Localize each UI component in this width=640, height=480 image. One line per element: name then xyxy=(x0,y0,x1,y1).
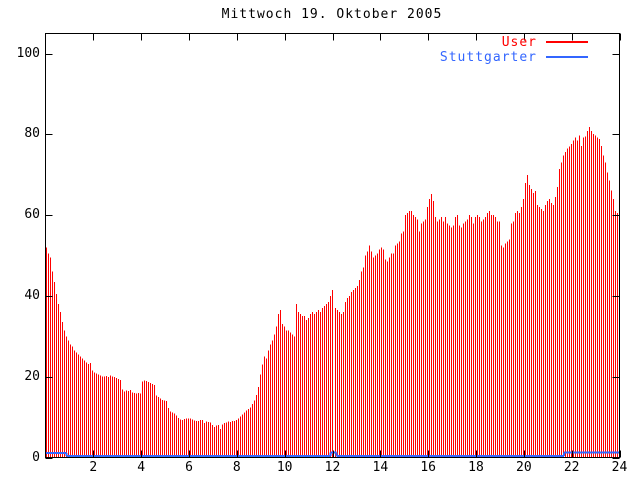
x-tick-label: 2 xyxy=(89,460,98,475)
y-tick-label: 40 xyxy=(24,287,40,303)
y-tick-label: 20 xyxy=(24,368,40,384)
y-tick-label: 80 xyxy=(24,126,40,142)
x-tick-label: 20 xyxy=(516,460,532,475)
y-tick-label: 0 xyxy=(32,449,40,465)
x-tick-label: 12 xyxy=(324,460,341,475)
legend-label-user: User xyxy=(501,34,537,50)
plot-frame xyxy=(45,33,620,458)
y-tick-label: 100 xyxy=(16,45,40,61)
chart-title: Mittwoch 19. Oktober 2005 xyxy=(221,7,443,22)
x-tick-label: 14 xyxy=(372,460,389,475)
user-impulses xyxy=(46,127,620,458)
legend-entry-stuttgarter: Stuttgarter xyxy=(427,49,588,65)
legend-line-stuttgarter xyxy=(546,56,588,58)
legend-line-user xyxy=(546,41,588,43)
x-tick-label: 22 xyxy=(563,460,580,475)
legend-entry-user: User xyxy=(427,34,588,50)
legend-label-stuttgarter: Stuttgarter xyxy=(439,49,537,65)
x-tick-label: 18 xyxy=(468,460,484,475)
x-tick-label: 10 xyxy=(276,460,293,475)
x-tick-label: 24 xyxy=(611,460,628,475)
y-tick-label: 60 xyxy=(24,207,40,223)
x-tick-label: 8 xyxy=(232,460,241,475)
x-tick-label: 6 xyxy=(185,460,193,475)
x-tick-label: 16 xyxy=(420,460,436,475)
x-tick-label: 4 xyxy=(137,460,146,475)
